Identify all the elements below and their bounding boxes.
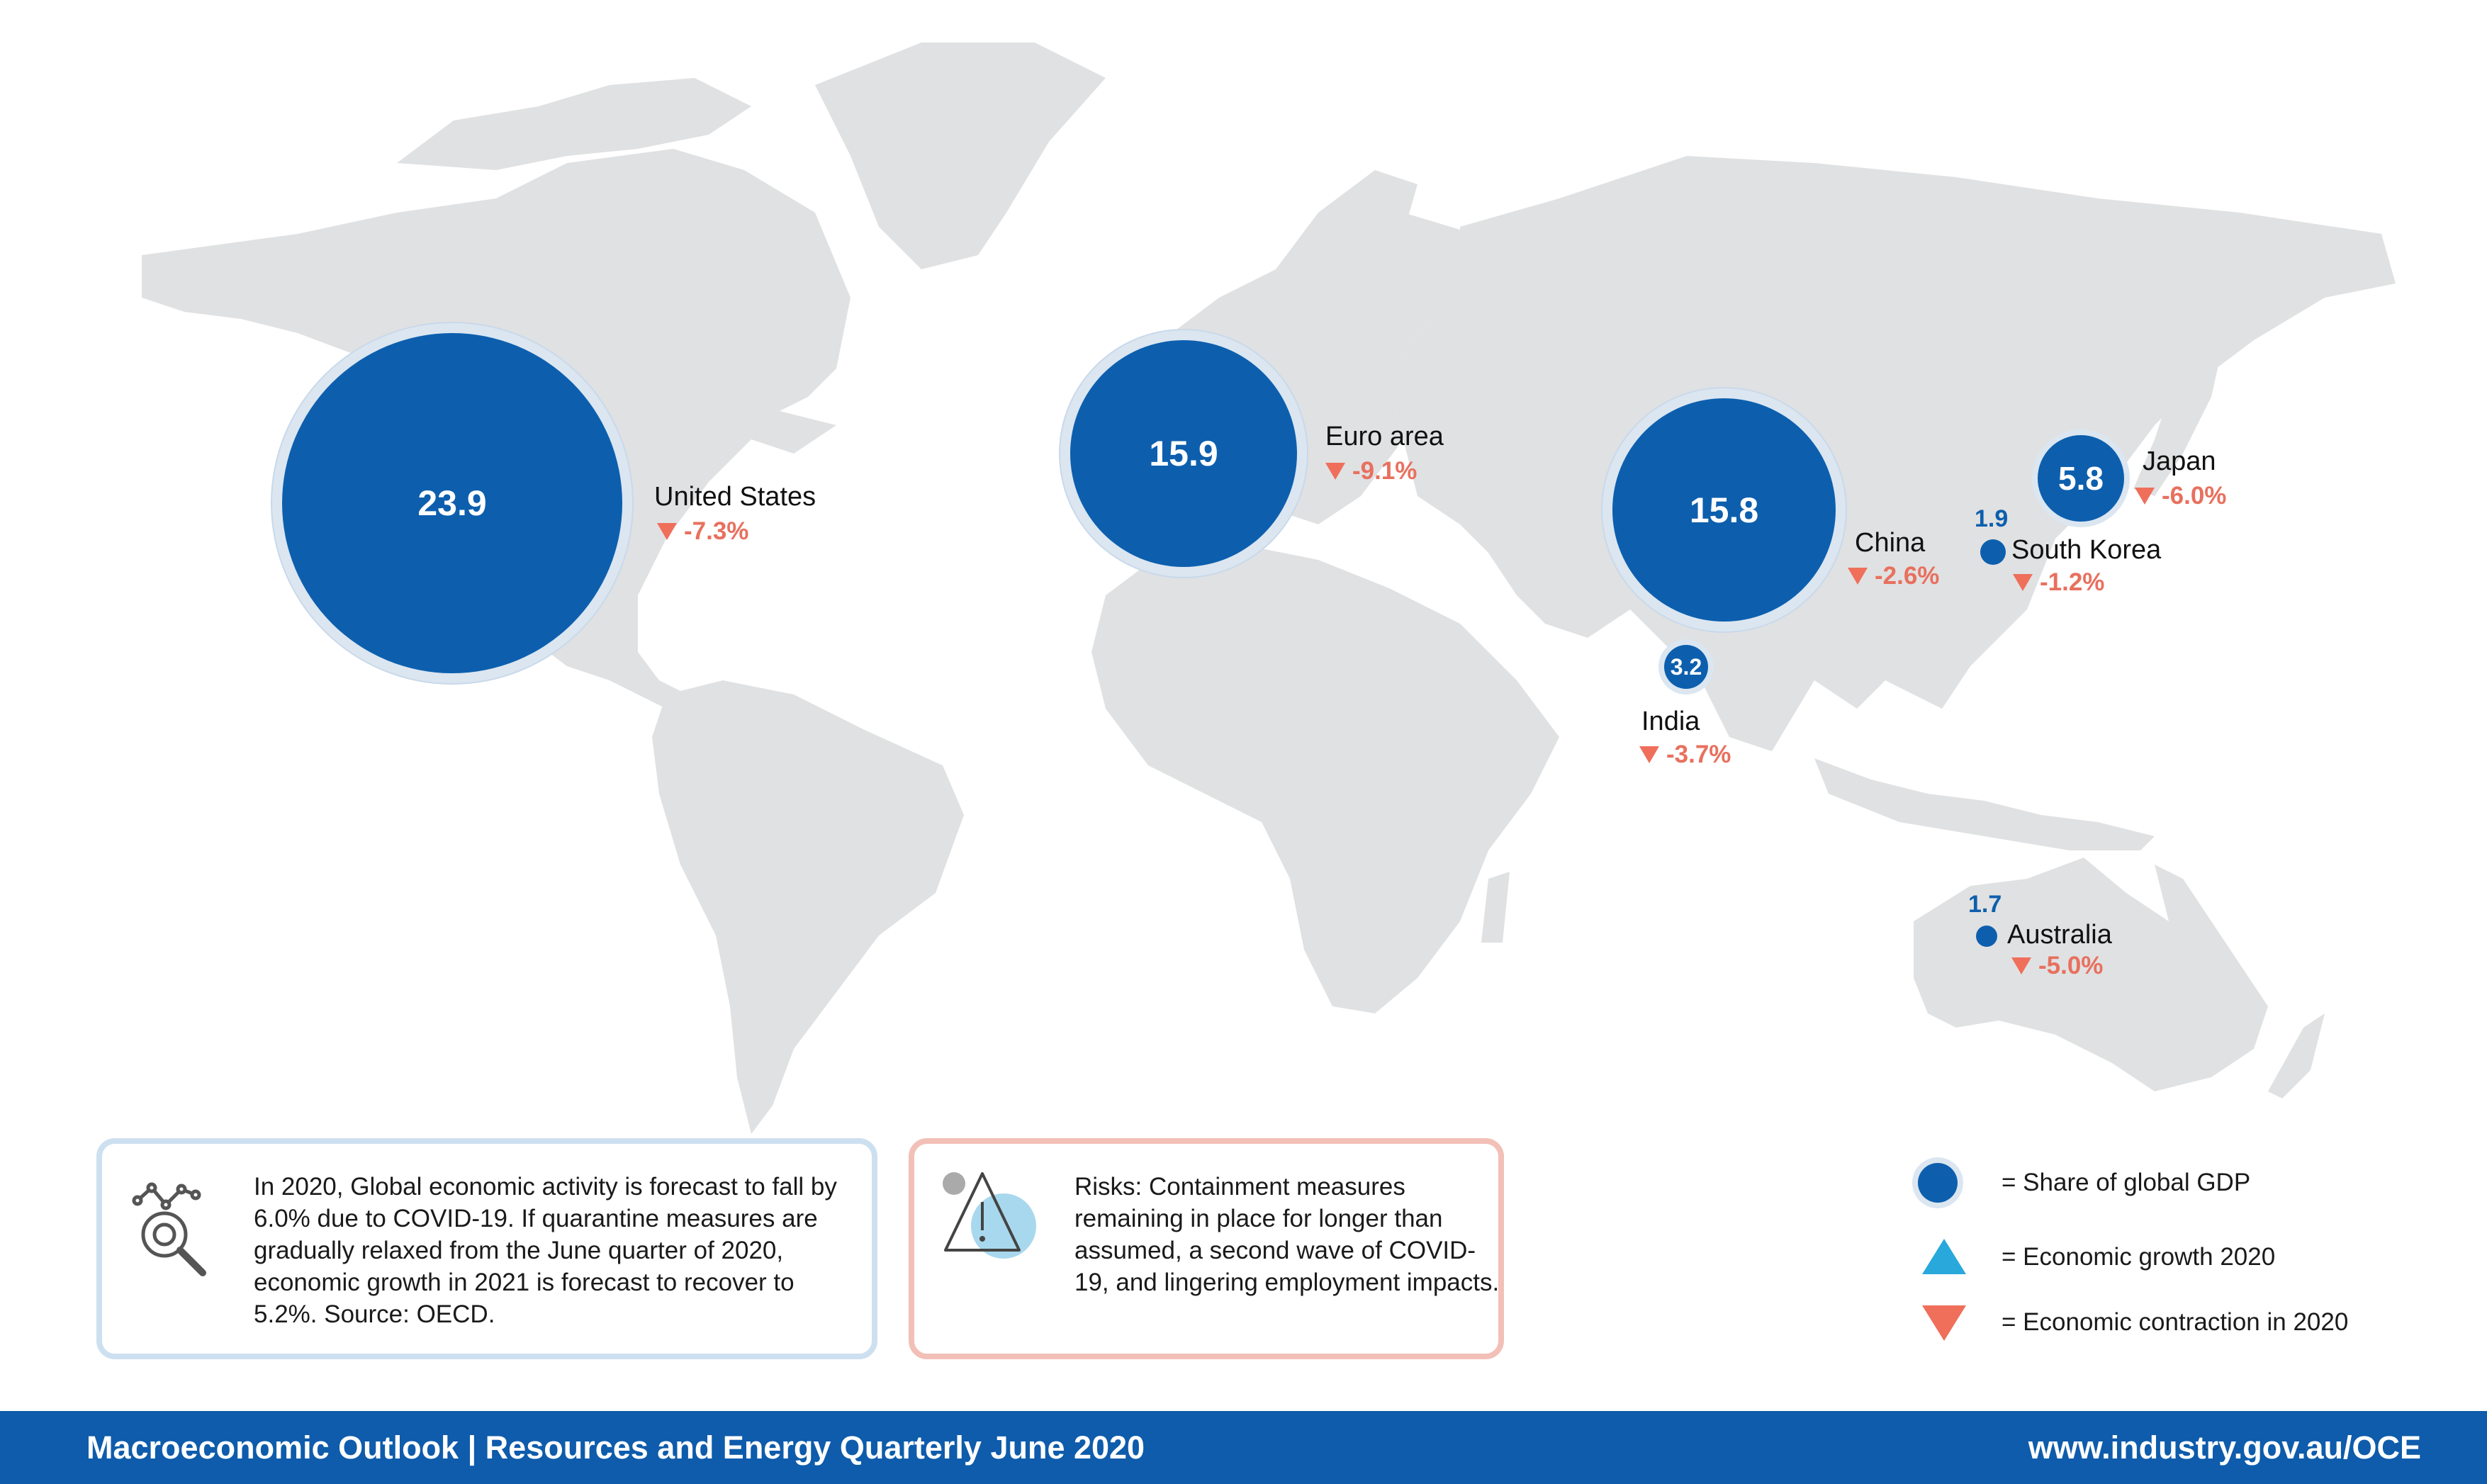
contraction-triangle-icon bbox=[1325, 463, 1345, 480]
bubble-australia[interactable] bbox=[1976, 926, 1997, 947]
info-box-oecd-forecast: In 2020, Global economic activity is for… bbox=[96, 1138, 877, 1359]
footer-title: Macroeconomic Outlook | Resources and En… bbox=[86, 1429, 1145, 1466]
bubble-euro-area[interactable]: 15.9 bbox=[1070, 340, 1297, 567]
growth-japan: -6.0% bbox=[2135, 482, 2226, 510]
growth-triangle-icon bbox=[1922, 1239, 1966, 1274]
info-box-risks: Risks: Containment measures remaining in… bbox=[909, 1138, 1504, 1359]
legend-share: = Share of global GDP bbox=[1918, 1163, 2250, 1203]
gdp-share-australia: 1.7 bbox=[1968, 891, 2002, 918]
label-south-korea: South Korea bbox=[2011, 535, 2162, 565]
label-australia: Australia bbox=[2007, 920, 2112, 950]
growth-euro-area: -9.1% bbox=[1325, 457, 1417, 485]
risks-text: Risks: Containment measures remaining in… bbox=[1074, 1173, 1500, 1296]
growth-india: -3.7% bbox=[1639, 741, 1731, 769]
japan-landmass bbox=[2133, 333, 2225, 496]
growth-china: -2.6% bbox=[1848, 562, 1939, 590]
label-united-states: United States bbox=[654, 482, 816, 512]
gdp-share-south-korea: 1.9 bbox=[1975, 505, 2009, 532]
label-euro-area: Euro area bbox=[1325, 422, 1444, 451]
warning-icon bbox=[943, 1172, 1036, 1259]
share-circle-icon bbox=[1918, 1163, 1958, 1203]
bubble-japan[interactable]: 5.8 bbox=[2038, 435, 2124, 522]
bubble-china[interactable]: 15.8 bbox=[1612, 398, 1836, 622]
contraction-triangle-icon bbox=[657, 523, 677, 540]
contraction-triangle-icon bbox=[2011, 957, 2031, 974]
footer-bar: Macroeconomic Outlook | Resources and En… bbox=[0, 1411, 2487, 1484]
contraction-triangle-icon bbox=[1639, 746, 1659, 763]
magnifier-chart-icon bbox=[132, 1182, 206, 1276]
greenland-landmass bbox=[815, 43, 1106, 269]
oecd-forecast-text: In 2020, Global economic activity is for… bbox=[254, 1173, 837, 1328]
gdp-share-china: 15.8 bbox=[1689, 490, 1759, 530]
bubble-india[interactable]: 3.2 bbox=[1664, 645, 1708, 689]
australia-landmass bbox=[1914, 858, 2268, 1091]
contraction-triangle-icon bbox=[1922, 1305, 1966, 1341]
bubble-south-korea[interactable] bbox=[1980, 539, 2006, 565]
gdp-share-japan: 5.8 bbox=[2058, 460, 2104, 497]
africa-landmass bbox=[1091, 546, 1559, 1013]
south-america-landmass bbox=[652, 680, 964, 1134]
arctic-islands bbox=[397, 78, 751, 170]
label-india: India bbox=[1641, 707, 1700, 736]
growth-south-korea: -1.2% bbox=[2013, 568, 2104, 597]
indonesia-landmass bbox=[1814, 758, 2155, 850]
scandinavia-landmass bbox=[1276, 170, 1417, 312]
gdp-share-united-states: 23.9 bbox=[417, 483, 487, 523]
gdp-share-india: 3.2 bbox=[1670, 653, 1702, 680]
gdp-share-euro-area: 15.9 bbox=[1149, 434, 1218, 473]
contraction-triangle-icon bbox=[2135, 488, 2155, 505]
label-japan: Japan bbox=[2143, 446, 2216, 476]
contraction-triangle-icon bbox=[1848, 568, 1868, 585]
footer-url-link[interactable]: www.industry.gov.au/OCE bbox=[2028, 1429, 2421, 1466]
growth-australia: -5.0% bbox=[2011, 952, 2103, 980]
asia-landmass bbox=[1389, 156, 2396, 751]
label-china: China bbox=[1855, 528, 1926, 558]
legend-growth: = Economic growth 2020 bbox=[1922, 1239, 2275, 1274]
new-zealand-landmass bbox=[2268, 1013, 2325, 1098]
bubble-united-states[interactable]: 23.9 bbox=[282, 333, 622, 673]
growth-united-states: -7.3% bbox=[657, 517, 748, 546]
legend-contraction: = Economic contraction in 2020 bbox=[1922, 1305, 2348, 1341]
contraction-triangle-icon bbox=[2013, 574, 2033, 591]
madagascar-landmass bbox=[1481, 872, 1510, 943]
